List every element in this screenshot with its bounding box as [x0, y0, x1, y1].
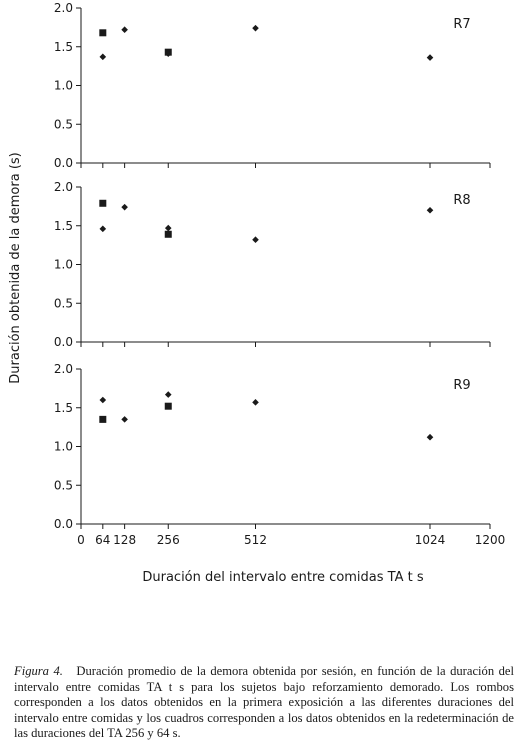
- axes-layer: 0.0 0.5 1.0 1.5 2.0 R7 0.0 0.5 1.0 1.5 2.0 R8 0.0 0.5…: [54, 1, 505, 547]
- diamond-point: [99, 225, 107, 233]
- y-tick-label: 1.5: [54, 40, 73, 54]
- x-tick-label: 0: [77, 533, 85, 547]
- y-tick-label: 0.5: [54, 296, 73, 310]
- y-tick-label: 1.5: [54, 401, 73, 415]
- y-tick-label: 1.0: [54, 440, 73, 454]
- scatter-chart: 0.0 0.5 1.0 1.5 2.0 R7 0.0 0.5 1.0 1.5 2.0 R8 0.0 0.5…: [8, 1, 505, 585]
- diamond-point: [99, 53, 107, 61]
- x-tick-label: 1024: [415, 533, 446, 547]
- y-tick-label: 0.5: [54, 117, 73, 131]
- y-tick-label: 1.5: [54, 219, 73, 233]
- y-tick-label: 2.0: [54, 180, 73, 194]
- square-point: [164, 402, 172, 410]
- y-tick-label: 1.0: [54, 79, 73, 93]
- y-tick-label: 0.5: [54, 478, 73, 492]
- y-tick-label: 0.0: [54, 156, 73, 170]
- panel-label: R9: [453, 378, 470, 393]
- x-tick-label: 256: [157, 533, 180, 547]
- figure-caption: Figura 4. Duración promedio de la demora…: [14, 664, 514, 742]
- square-point: [99, 415, 107, 423]
- diamond-point: [121, 416, 128, 423]
- panel-label: R7: [453, 17, 470, 32]
- y-tick-label: 1.0: [54, 258, 73, 272]
- diamond-point: [426, 206, 434, 214]
- figure-label: Figura 4.: [14, 664, 63, 678]
- x-tick-label: 512: [244, 533, 267, 547]
- x-tick-label: 64: [95, 533, 110, 547]
- diamond-point: [426, 54, 434, 61]
- square-point: [164, 230, 172, 238]
- diamond-point: [121, 26, 128, 33]
- panel-label: R8: [453, 193, 470, 208]
- diamond-point: [121, 203, 128, 211]
- caption-text: Duración promedio de la demora obtenida …: [14, 664, 515, 740]
- diamond-point: [252, 399, 259, 406]
- diamond-point: [252, 236, 259, 243]
- y-tick-label: 2.0: [54, 1, 73, 15]
- square-point: [164, 48, 172, 56]
- y-tick-label: 0.0: [54, 335, 73, 349]
- x-axis-title: Duración del intervalo entre comidas TA …: [142, 570, 423, 585]
- marks-layer: [99, 24, 434, 441]
- square-point: [99, 199, 107, 207]
- x-tick-label: 128: [113, 533, 136, 547]
- y-tick-label: 0.0: [54, 517, 73, 531]
- x-tick-label: 1200: [475, 533, 506, 547]
- diamond-point: [164, 391, 172, 398]
- diamond-point: [252, 24, 259, 32]
- diamond-point: [99, 396, 107, 404]
- y-axis-title: Duración obtenida de la demora (s): [8, 152, 23, 383]
- y-tick-label: 2.0: [54, 362, 73, 376]
- square-point: [99, 29, 107, 37]
- diamond-point: [426, 433, 434, 441]
- diamond-point: [164, 224, 172, 232]
